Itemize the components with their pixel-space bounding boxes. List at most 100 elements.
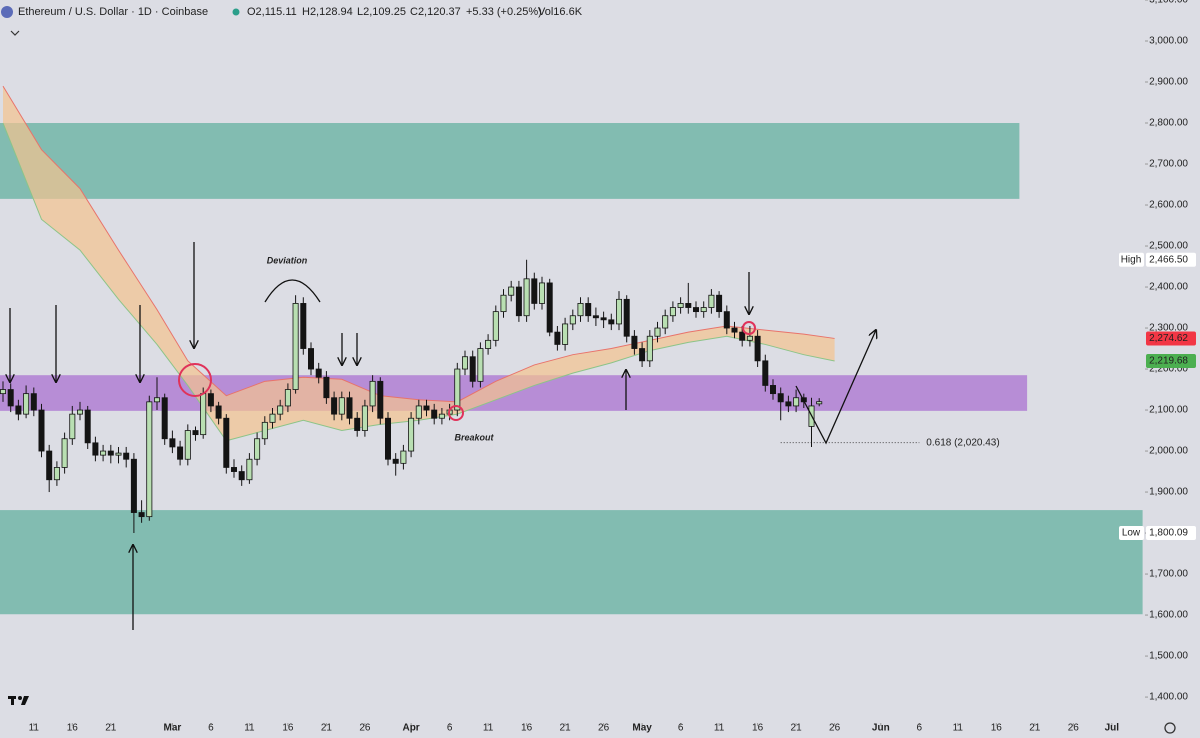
candle-body xyxy=(816,401,823,405)
x-tick-label: 26 xyxy=(359,723,371,734)
highlight-circle xyxy=(448,405,464,421)
candle-body xyxy=(331,397,338,415)
candle-body xyxy=(77,409,84,415)
annotation: Deviation xyxy=(267,255,308,265)
x-tick-label: 16 xyxy=(752,723,764,734)
price-tag-label: 2,466.50 xyxy=(1149,254,1188,265)
price-tag-label: 2,219.68 xyxy=(1149,356,1188,367)
candle-body xyxy=(261,421,268,440)
candle-body xyxy=(277,405,284,415)
candle-body xyxy=(639,348,646,362)
candle-body xyxy=(146,401,153,518)
candle-body xyxy=(354,417,361,431)
y-tick-label: 2,800.00 xyxy=(1149,118,1188,129)
candle-body xyxy=(408,417,415,452)
ohlc-close: C2,120.37 xyxy=(410,6,461,18)
candle-body xyxy=(177,446,184,460)
candle-body xyxy=(246,458,253,481)
candle-body xyxy=(338,397,345,415)
volume: Vol16.6K xyxy=(538,6,583,18)
candle-body xyxy=(377,380,384,419)
y-tick-label: 1,900.00 xyxy=(1149,487,1188,498)
candle-body xyxy=(61,438,68,468)
candle-body xyxy=(115,452,122,456)
candle-body xyxy=(577,303,584,317)
candle-body xyxy=(307,348,314,370)
candle-body xyxy=(477,348,484,382)
candle-body xyxy=(269,413,276,423)
highlight-circle xyxy=(742,321,756,335)
candle-body xyxy=(392,458,399,464)
x-tick-label: 11 xyxy=(953,723,964,734)
candle-body xyxy=(400,450,407,464)
candle-body xyxy=(0,389,6,395)
candle-body xyxy=(92,442,99,456)
x-tick-label: 6 xyxy=(208,723,214,734)
fib-label: 0.618 (2,020.43) xyxy=(926,437,999,448)
x-tick-label: Jul xyxy=(1105,723,1120,734)
settings-icon[interactable] xyxy=(1164,722,1176,734)
symbol-title: Ethereum / U.S. Dollar · 1D · Coinbase xyxy=(18,6,208,18)
candle-body xyxy=(654,327,661,337)
x-tick-label: 21 xyxy=(321,723,333,734)
candle-body xyxy=(523,278,530,317)
collapse-icon[interactable] xyxy=(10,30,20,36)
x-tick-label: 6 xyxy=(678,723,684,734)
candle-body xyxy=(723,311,730,329)
candle-body xyxy=(153,397,160,403)
x-tick-label: May xyxy=(632,723,652,734)
candle-body xyxy=(130,458,137,513)
y-tick-label: 2,200.00 xyxy=(1149,364,1188,375)
candle-body xyxy=(515,286,522,317)
candle-body xyxy=(215,405,222,419)
x-tick-label: 26 xyxy=(1068,723,1080,734)
candle-body xyxy=(693,307,700,313)
coin-icon xyxy=(1,6,13,18)
candle-body xyxy=(107,450,114,456)
candle-body xyxy=(207,393,214,407)
y-tick-label: 2,000.00 xyxy=(1149,446,1188,457)
y-tick-label: 3,100.00 xyxy=(1149,0,1188,6)
price-tag-name: High xyxy=(1121,254,1142,265)
candle-body xyxy=(731,327,738,333)
candle-body xyxy=(708,294,715,308)
candle-body xyxy=(469,356,476,382)
candle-body xyxy=(161,397,168,440)
y-tick-label: 1,700.00 xyxy=(1149,569,1188,580)
candle-body xyxy=(685,303,692,308)
candle-body xyxy=(323,376,330,399)
candle-body xyxy=(100,450,107,456)
candle-body xyxy=(485,339,492,349)
annotation: Breakout xyxy=(454,432,494,442)
y-tick-label: 3,000.00 xyxy=(1149,36,1188,47)
x-tick-label: 21 xyxy=(791,723,803,734)
candle-body xyxy=(770,385,777,395)
candle-body xyxy=(15,405,22,415)
candle-body xyxy=(754,335,761,362)
y-tick-label: 2,900.00 xyxy=(1149,77,1188,88)
candle-body xyxy=(192,430,199,436)
candle-body xyxy=(592,315,599,319)
candle-body xyxy=(38,409,45,452)
candle-body xyxy=(492,311,499,341)
y-tick-label: 2,600.00 xyxy=(1149,200,1188,211)
candle-body xyxy=(431,409,438,419)
ohlc-high: H2,128.94 xyxy=(302,6,353,18)
price-tag-box xyxy=(1146,526,1196,541)
candle-body xyxy=(23,393,30,415)
tv-logo xyxy=(8,696,29,705)
candle-body xyxy=(677,303,684,308)
candle-body xyxy=(585,303,592,317)
candle-body xyxy=(646,335,653,362)
candle-body xyxy=(631,335,638,349)
candle-body xyxy=(384,417,391,460)
candle-body xyxy=(315,368,322,378)
x-tick-label: Apr xyxy=(402,723,419,734)
y-tick-label: 2,300.00 xyxy=(1149,323,1188,334)
zone xyxy=(0,123,1020,199)
price-tag-box xyxy=(1146,252,1196,267)
status-dot xyxy=(232,8,240,16)
candle-body xyxy=(616,298,623,325)
cloud-fill xyxy=(3,86,835,441)
